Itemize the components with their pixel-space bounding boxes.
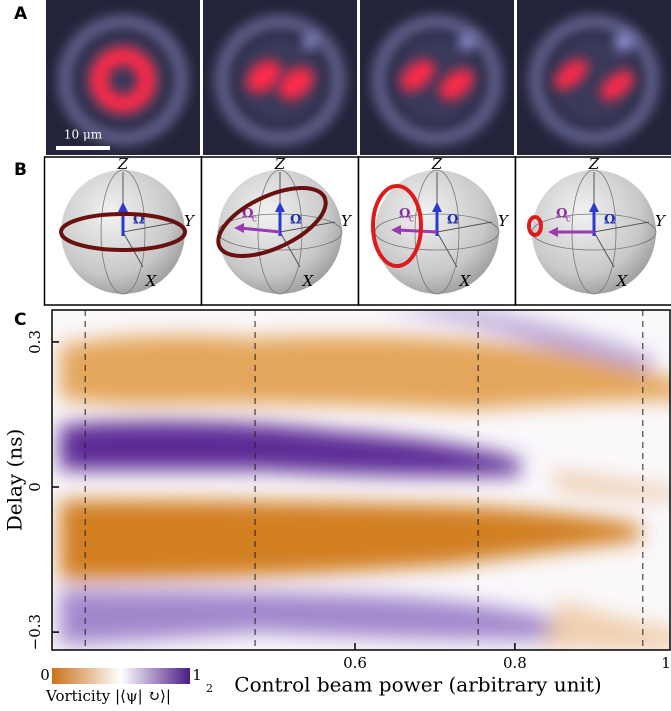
- spot: [459, 34, 475, 50]
- y-axis-label: Delay (ns): [3, 429, 27, 532]
- axis-label: X: [302, 272, 315, 290]
- panel-c: −0.3 0 0.3 0.6 0.8 1 Delay (ns) Control beam po…: [3, 305, 671, 705]
- omega-c-sub: c: [409, 215, 414, 225]
- colorbar-tick-label: 0: [40, 666, 50, 684]
- panel-label: A: [14, 4, 28, 24]
- figure: A B C 10 μm ZYXΩZYXΩΩcZYXΩΩcZYXΩΩc −0.30…: [0, 0, 671, 711]
- x-axis-label: Control beam power (arbitrary unit): [234, 673, 601, 697]
- omega-c-arrow: [397, 230, 437, 232]
- axis-label: Z: [274, 155, 286, 173]
- x-tick-label: 0.6: [343, 654, 367, 672]
- colorbar-label: Vorticity |⟨ψ| ↻⟩|: [45, 687, 171, 705]
- panel-a: 10 μm: [46, 0, 671, 155]
- scale-bar: [56, 146, 110, 150]
- axis-label: Z: [117, 155, 129, 173]
- panel-label: B: [14, 160, 27, 180]
- omega-label: Ω: [447, 213, 459, 228]
- x-tick-label: 1: [661, 654, 671, 672]
- axis-label: X: [459, 272, 472, 290]
- colorbar-tick-label: 1: [192, 666, 202, 684]
- omega-c-sub: c: [252, 215, 257, 225]
- axis-label: X: [145, 272, 158, 290]
- y-tick-label: 0: [26, 482, 44, 492]
- page: {"figure":{ "panel_a":{"label":"A","scal…: [0, 0, 671, 711]
- omega-c-sub: c: [566, 215, 571, 225]
- axis-label: Z: [431, 155, 443, 173]
- spot: [303, 35, 317, 49]
- colorbar: [52, 668, 190, 684]
- panel-label: C: [14, 310, 26, 330]
- axis-label: X: [616, 272, 629, 290]
- y-tick-label: 0.3: [26, 330, 44, 354]
- y-tick-label: −0.3: [26, 614, 44, 650]
- colorbar-exponent: 2: [206, 682, 213, 695]
- omega-label: Ω: [290, 213, 302, 228]
- spot: [615, 33, 633, 51]
- scale-bar-label: 10 μm: [64, 128, 103, 142]
- omega-label: Ω: [604, 213, 616, 228]
- axis-label: Z: [588, 155, 600, 173]
- x-tick-label: 0.8: [503, 654, 527, 672]
